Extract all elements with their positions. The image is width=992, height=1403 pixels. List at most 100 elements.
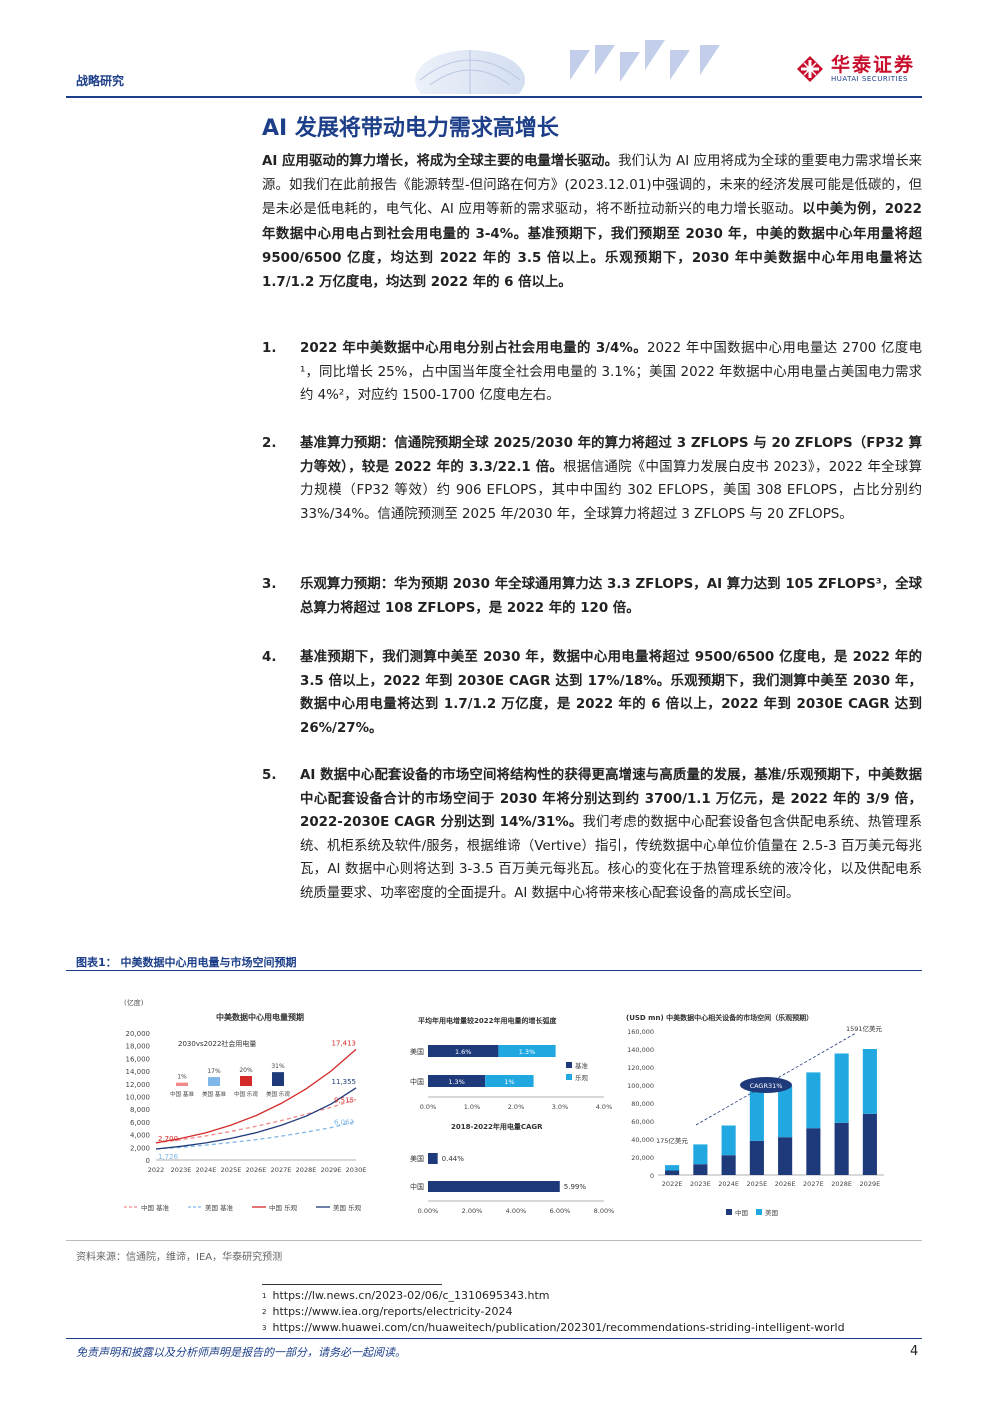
- chart4-bar-us: [834, 1053, 849, 1123]
- chart1-point-label: 2,700: [158, 1135, 178, 1143]
- chart1-inset-label: 31%: [271, 1063, 285, 1070]
- chart1-point-label: 17,413: [332, 1039, 357, 1047]
- chart4-ytick: 100,000: [627, 1082, 654, 1090]
- chart4-xtick: 2025E: [747, 1180, 768, 1188]
- list-item-2: 2. 基准算力预期：信通院预期全球 2025/2030 年的算力将超过 3 ZF…: [262, 432, 922, 526]
- chart1-ytick: 4,000: [130, 1132, 150, 1140]
- chart2-legend-swatch: [566, 1062, 572, 1068]
- chart2-bar: [498, 1045, 556, 1057]
- chart1-xtick: 2029E: [321, 1166, 342, 1174]
- chart2-bar: [428, 1045, 499, 1057]
- intro-lead: AI 应用驱动的算力增长，将成为全球主要的电量增长驱动。: [262, 154, 619, 169]
- chart1-legend-label: 中国 基准: [141, 1203, 170, 1212]
- chart1-ytick: 10,000: [126, 1094, 151, 1102]
- chart4-ytick: 160,000: [627, 1028, 654, 1036]
- chart1-series-line: [155, 1098, 357, 1144]
- page-number: 4: [910, 1344, 919, 1359]
- chart4-cagr-badge: [740, 1077, 792, 1093]
- list-text: 根据信通院《中国算力发展白皮书 2023》，2022 年全球算力规模（FP32 …: [300, 459, 923, 522]
- figure-charts: 中美数据中心用电量预期 (亿度) 0 2,000 4,000 6,000 8,000 10,0…: [124, 998, 884, 1217]
- chart2-title: 平均年用电增量较2022年用电量的增长弧度: [418, 1016, 557, 1025]
- footnote-link[interactable]: https://www.huawei.com/cn/huaweitech/pub…: [272, 1321, 845, 1334]
- list-item-4: 4. 基准预期下，我们测算中美至 2030 年，数据中心用电量将超过 9500/…: [262, 646, 922, 740]
- chart1-ylabel: (亿度): [124, 998, 144, 1007]
- chart2-bar: [485, 1075, 534, 1087]
- chart4-cagr-label: CAGR31%: [750, 1082, 783, 1090]
- chart4-xtick: 2027E: [803, 1180, 824, 1188]
- chart4-xtick: 2024E: [718, 1180, 739, 1188]
- chart1-ytick: 12,000: [126, 1081, 151, 1089]
- chart4-bar-us: [778, 1085, 793, 1138]
- chart2-category: 中国: [410, 1077, 424, 1086]
- chart4-bar-china: [862, 1113, 877, 1175]
- chart1-series-line: [155, 1087, 357, 1150]
- chart1-ytick: 6,000: [130, 1119, 150, 1127]
- intro-paragraph: AI 应用驱动的算力增长，将成为全球主要的电量增长驱动。我们认为 AI 应用将成…: [262, 150, 922, 295]
- footnote-3: 3 https://www.huawei.com/cn/huaweitech/pu…: [262, 1320, 845, 1336]
- report-category: 战略研究: [76, 74, 125, 88]
- chart1-inset-bar: [176, 1082, 188, 1086]
- chart1-ytick: 2,000: [130, 1144, 150, 1152]
- chart1-xtick: 2023E: [171, 1166, 192, 1174]
- footnote-num: 3: [262, 1324, 267, 1332]
- footnote-link[interactable]: https://lw.news.cn/2023-02/06/c_13106953…: [272, 1289, 550, 1302]
- list-lead: 基准预期下，我们测算中美至 2030 年，数据中心用电量将超过 9500/650…: [300, 650, 922, 736]
- chart1-ytick: 8,000: [130, 1106, 150, 1114]
- chart3-xtick: 6.00%: [550, 1207, 571, 1215]
- chart1-xtick: 2030E: [346, 1166, 367, 1174]
- intro-conclusion: 以中美为例，2022 年数据中心用电占到社会用电量的 3-4%。基准预期下，我们…: [262, 202, 922, 291]
- chart2-xtick: 3.0%: [552, 1103, 569, 1111]
- header-decoration: [415, 40, 720, 94]
- chart4-bar-us: [749, 1090, 764, 1141]
- list-lead: 基准算力预期：信通院预期全球 2025/2030 年的算力将超过 3 ZFLOP…: [300, 436, 922, 475]
- chart4-ytick: 20,000: [631, 1154, 654, 1162]
- chart2-xtick: 0.0%: [420, 1103, 437, 1111]
- chart1-point-label: 6,062: [334, 1119, 354, 1127]
- chart1-xtick: 2028E: [296, 1166, 317, 1174]
- chart1-inset-bar: [272, 1072, 284, 1086]
- chart1-legend-label: 美国 基准: [205, 1203, 234, 1212]
- list-item-1: 1. 2022 年中美数据中心用电分别占社会用电量的 3/4%。2022 年中国…: [262, 337, 922, 408]
- chart4-bar-us: [721, 1125, 736, 1156]
- list-lead: 乐观算力预期：华为预期 2030 年全球通用算力达 3.3 ZFLOPS，AI …: [300, 577, 922, 616]
- footnote-num: 1: [262, 1292, 267, 1300]
- chart4-bar-china: [693, 1164, 708, 1175]
- chart1-inset-bar: [240, 1076, 252, 1086]
- chart4-bar-china: [665, 1170, 680, 1175]
- figure-rule: [66, 970, 922, 971]
- chart4-ytick: 40,000: [631, 1136, 654, 1144]
- chart2-bar-label: 1.3%: [448, 1078, 465, 1086]
- chart2-bar-label: 1.3%: [519, 1048, 536, 1056]
- chart1-ytick: 0: [146, 1157, 150, 1165]
- chart1-inset-category: 中国 乐观: [234, 1090, 258, 1098]
- chart4-bar-china: [806, 1128, 821, 1175]
- chart2-legend-label: 乐观: [575, 1073, 589, 1082]
- chart2-legend-swatch: [566, 1074, 572, 1080]
- chart1-ytick: 14,000: [126, 1068, 151, 1076]
- chart4-bar-china: [778, 1137, 793, 1175]
- footer-disclaimer: 免责声明和披露以及分析师声明是报告的一部分，请务必一起阅读。: [76, 1346, 406, 1359]
- chart4-legend-swatch: [726, 1209, 732, 1215]
- chart1-xtick: 2024E: [196, 1166, 217, 1174]
- chart1-xtick: 2026E: [246, 1166, 267, 1174]
- chart1-series-line: [155, 1048, 357, 1144]
- chart1-inset-bar: [208, 1077, 220, 1086]
- company-logo: 华泰证券 HUATAI SECURITIES: [795, 54, 915, 84]
- chart2-xtick: 1.0%: [464, 1103, 481, 1111]
- chart3-bar-label: 5.99%: [564, 1183, 587, 1191]
- chart4-ytick: 80,000: [631, 1100, 654, 1108]
- list-number: 5.: [262, 768, 277, 783]
- chart4-ytick: 60,000: [631, 1118, 654, 1126]
- chart3-title: 2018-2022年用电量CAGR: [451, 1122, 543, 1131]
- chart4-xtick: 2026E: [775, 1180, 796, 1188]
- footnote-link[interactable]: https://www.iea.org/reports/electricity-…: [272, 1305, 513, 1318]
- chart4-xtick: 2029E: [860, 1180, 881, 1188]
- chart1-title: 中美数据中心用电量预期: [216, 1012, 304, 1022]
- chart4-bar-china: [749, 1140, 764, 1175]
- footnote-rule: [262, 1284, 442, 1285]
- footnote-num: 2: [262, 1308, 267, 1316]
- chart4-end-label: 1591亿美元: [846, 1024, 883, 1033]
- list-lead: 2022 年中美数据中心用电分别占社会用电量的 3/4%。: [300, 341, 648, 356]
- chart1-xtick: 2022: [148, 1166, 165, 1174]
- chart4-ytick: 120,000: [627, 1064, 654, 1072]
